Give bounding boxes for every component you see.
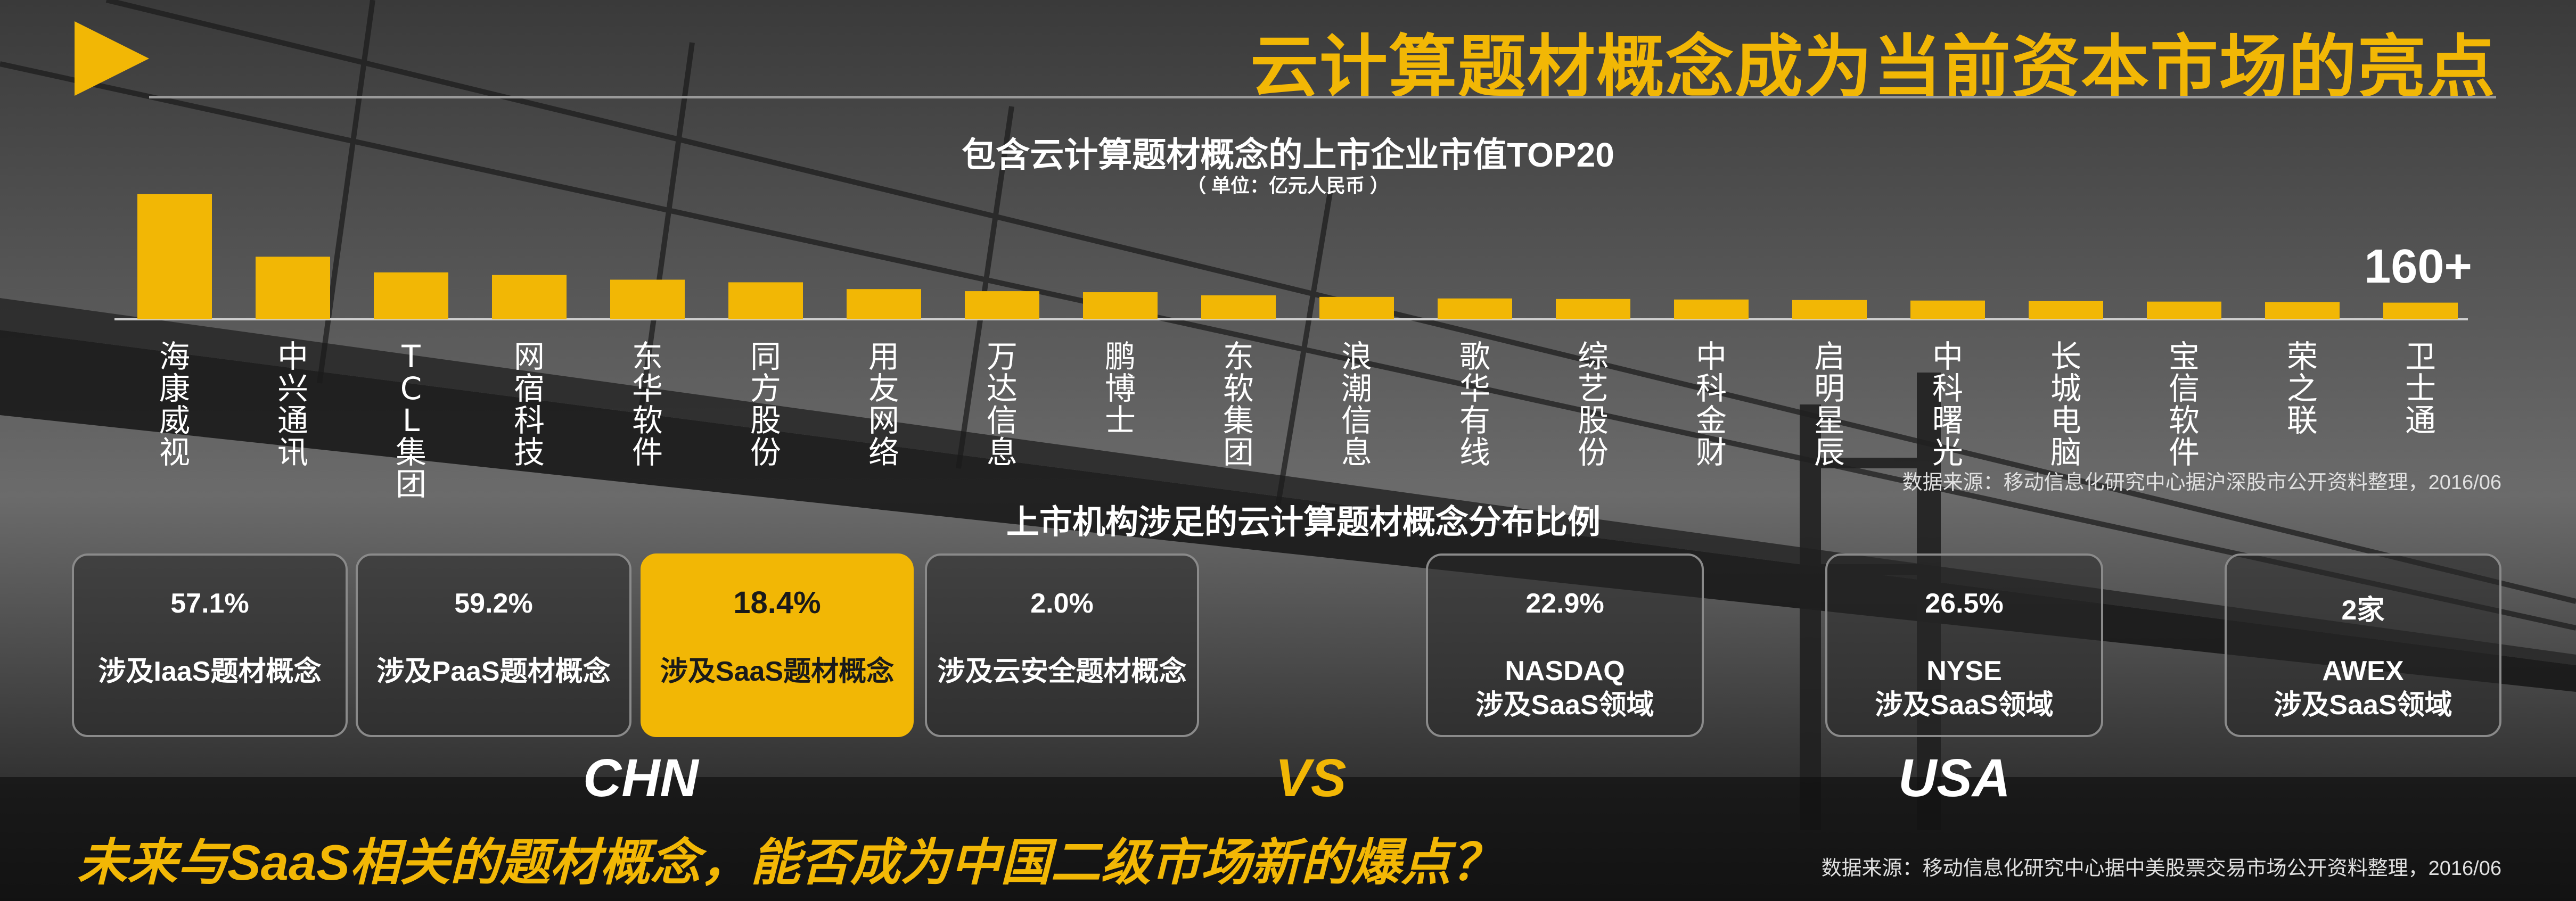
bar-8	[965, 291, 1039, 319]
category-label-2: 中兴通讯	[277, 338, 308, 470]
distribution-title: 上市机构涉足的云计算题材概念分布比例	[1006, 504, 1601, 541]
card-saas-pct: 18.4%	[733, 585, 821, 620]
category-label-17: 长城电脑	[2050, 338, 2081, 470]
card-saas-highlight: 18.4% 涉及SaaS题材概念	[641, 553, 914, 737]
category-label-19: 荣之联	[2286, 338, 2318, 439]
card-awex-count: 2家	[2341, 595, 2385, 626]
card-security-pct: 2.0%	[1030, 588, 1094, 619]
category-label-9: 鹏博士	[1104, 338, 1136, 439]
category-label-5: 东华软件	[631, 338, 663, 470]
bar-20	[2383, 302, 2458, 319]
card-iaas: 57.1% 涉及IaaS题材概念	[72, 553, 348, 737]
category-label-7: 用友网络	[868, 338, 899, 470]
bar-15	[1792, 300, 1867, 319]
region-label-vs: VS	[1275, 748, 1347, 808]
bar-14	[1674, 299, 1749, 319]
category-label-8: 万达信息	[986, 338, 1018, 470]
card-saas-desc: 涉及SaaS题材概念	[660, 656, 895, 687]
category-label-10: 东软集团	[1223, 338, 1254, 470]
card-awex: 2家 AWEX 涉及SaaS领域	[2225, 553, 2501, 737]
bar-9	[1083, 292, 1158, 319]
category-label-18: 宝信软件	[2168, 338, 2200, 470]
category-label-12: 歌华有线	[1459, 338, 1490, 470]
bar-1	[137, 194, 212, 319]
card-nyse-desc: 涉及SaaS领域	[1875, 690, 2054, 721]
card-nasdaq: 22.9% NASDAQ 涉及SaaS领域	[1426, 553, 1704, 737]
bar-7	[847, 289, 921, 319]
bar-16	[1910, 300, 1985, 319]
category-label-11: 浪潮信息	[1341, 338, 1372, 470]
card-nasdaq-desc: 涉及SaaS领域	[1475, 690, 1654, 721]
bar-11	[1319, 296, 1394, 319]
region-label-usa: USA	[1898, 748, 2011, 808]
bar-5	[610, 279, 685, 319]
card-iaas-desc: 涉及IaaS题材概念	[98, 656, 322, 687]
card-cloud-security: 2.0% 涉及云安全题材概念	[925, 553, 1199, 737]
bar-12	[1438, 298, 1512, 319]
card-paas: 59.2% 涉及PaaS题材概念	[356, 553, 631, 737]
category-label-1: 海康威视	[159, 338, 190, 470]
region-label-chn: CHN	[583, 748, 699, 808]
bar-2	[256, 257, 330, 319]
source-note-bottom: 数据来源：移动信息化研究中心据中美股票交易市场公开资料整理，2016/06	[1821, 857, 2501, 880]
chart-title: 包含云计算题材概念的上市企业市值TOP20	[962, 136, 1614, 174]
chart-unit: （ 单位：亿元人民币 ）	[1186, 175, 1389, 196]
source-note-top: 数据来源：移动信息化研究中心据沪深股市公开资料整理，2016/06	[1902, 472, 2501, 494]
bar-19	[2265, 302, 2340, 319]
title-divider	[149, 96, 2496, 98]
card-iaas-pct: 57.1%	[170, 588, 249, 619]
page-title: 云计算题材概念成为当前资本市场的亮点	[1250, 29, 2496, 105]
bar-3	[374, 272, 448, 319]
bar-13	[1556, 299, 1630, 319]
bar-17	[2029, 301, 2103, 319]
category-label-14: 中科金财	[1695, 338, 1727, 470]
bar-18	[2147, 301, 2221, 319]
card-awex-exchange: AWEX	[2322, 656, 2404, 687]
category-label-16: 中科曙光	[1932, 338, 1963, 470]
category-label-20: 卫士通	[2405, 338, 2436, 439]
category-label-6: 同方股份	[750, 338, 781, 470]
card-nyse-exchange: NYSE	[1926, 656, 2002, 687]
bar-10	[1201, 295, 1276, 319]
category-label-13: 综艺股份	[1577, 338, 1609, 470]
bar-6	[728, 282, 803, 319]
card-security-desc: 涉及云安全题材概念	[937, 656, 1187, 687]
card-awex-desc: 涉及SaaS领域	[2274, 690, 2452, 721]
card-nyse: 26.5% NYSE 涉及SaaS领域	[1825, 553, 2103, 737]
category-label-4: 网宿科技	[513, 338, 545, 470]
card-nasdaq-pct: 22.9%	[1525, 588, 1604, 619]
card-paas-desc: 涉及PaaS题材概念	[376, 656, 611, 687]
market-cap-bar-chart	[114, 194, 2468, 320]
card-paas-pct: 59.2%	[454, 588, 533, 619]
card-nasdaq-exchange: NASDAQ	[1505, 656, 1625, 687]
card-nyse-pct: 26.5%	[1925, 588, 2004, 619]
bottom-question: 未来与SaaS相关的题材概念，能否成为中国二级市场新的爆点？	[77, 834, 1501, 890]
last-bar-value-label: 160+	[2364, 240, 2472, 293]
play-arrow-icon	[75, 21, 149, 96]
bar-4	[492, 275, 567, 319]
category-label-15: 启明星辰	[1814, 338, 1845, 470]
